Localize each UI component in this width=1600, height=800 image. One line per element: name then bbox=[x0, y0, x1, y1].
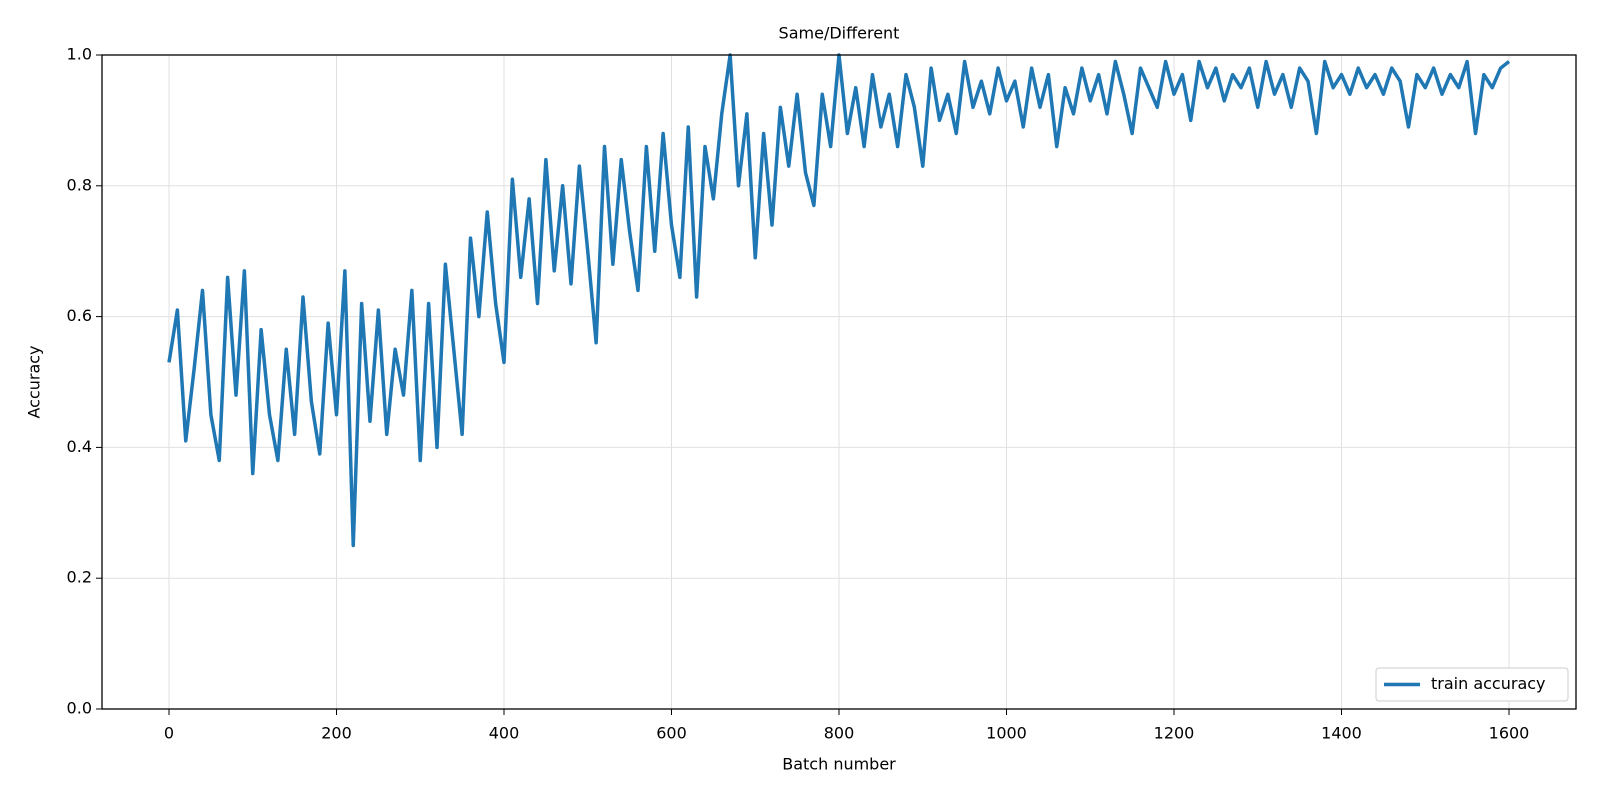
y-tick-label: 0.4 bbox=[67, 437, 92, 456]
y-tick-label: 0.0 bbox=[67, 699, 92, 718]
x-tick-label: 600 bbox=[656, 724, 687, 743]
x-tick-label: 200 bbox=[321, 724, 352, 743]
x-tick-label: 800 bbox=[824, 724, 855, 743]
x-tick-label: 1400 bbox=[1321, 724, 1362, 743]
legend-label: train accuracy bbox=[1431, 674, 1546, 693]
x-tick-label: 1000 bbox=[986, 724, 1027, 743]
x-tick-label: 400 bbox=[489, 724, 520, 743]
x-axis-label: Batch number bbox=[782, 755, 896, 774]
y-axis-label: Accuracy bbox=[25, 345, 44, 418]
x-tick-label: 1600 bbox=[1489, 724, 1530, 743]
y-tick-label: 0.8 bbox=[67, 175, 92, 194]
y-tick-label: 0.6 bbox=[67, 306, 92, 325]
x-tick-label: 1200 bbox=[1154, 724, 1195, 743]
plot-frame bbox=[101, 54, 1577, 710]
chart-title: Same/Different bbox=[779, 24, 900, 43]
y-tick-label: 1.0 bbox=[67, 45, 92, 64]
legend-box bbox=[1375, 667, 1569, 702]
y-tick-label: 0.2 bbox=[67, 568, 92, 587]
x-tick-label: 0 bbox=[164, 724, 174, 743]
